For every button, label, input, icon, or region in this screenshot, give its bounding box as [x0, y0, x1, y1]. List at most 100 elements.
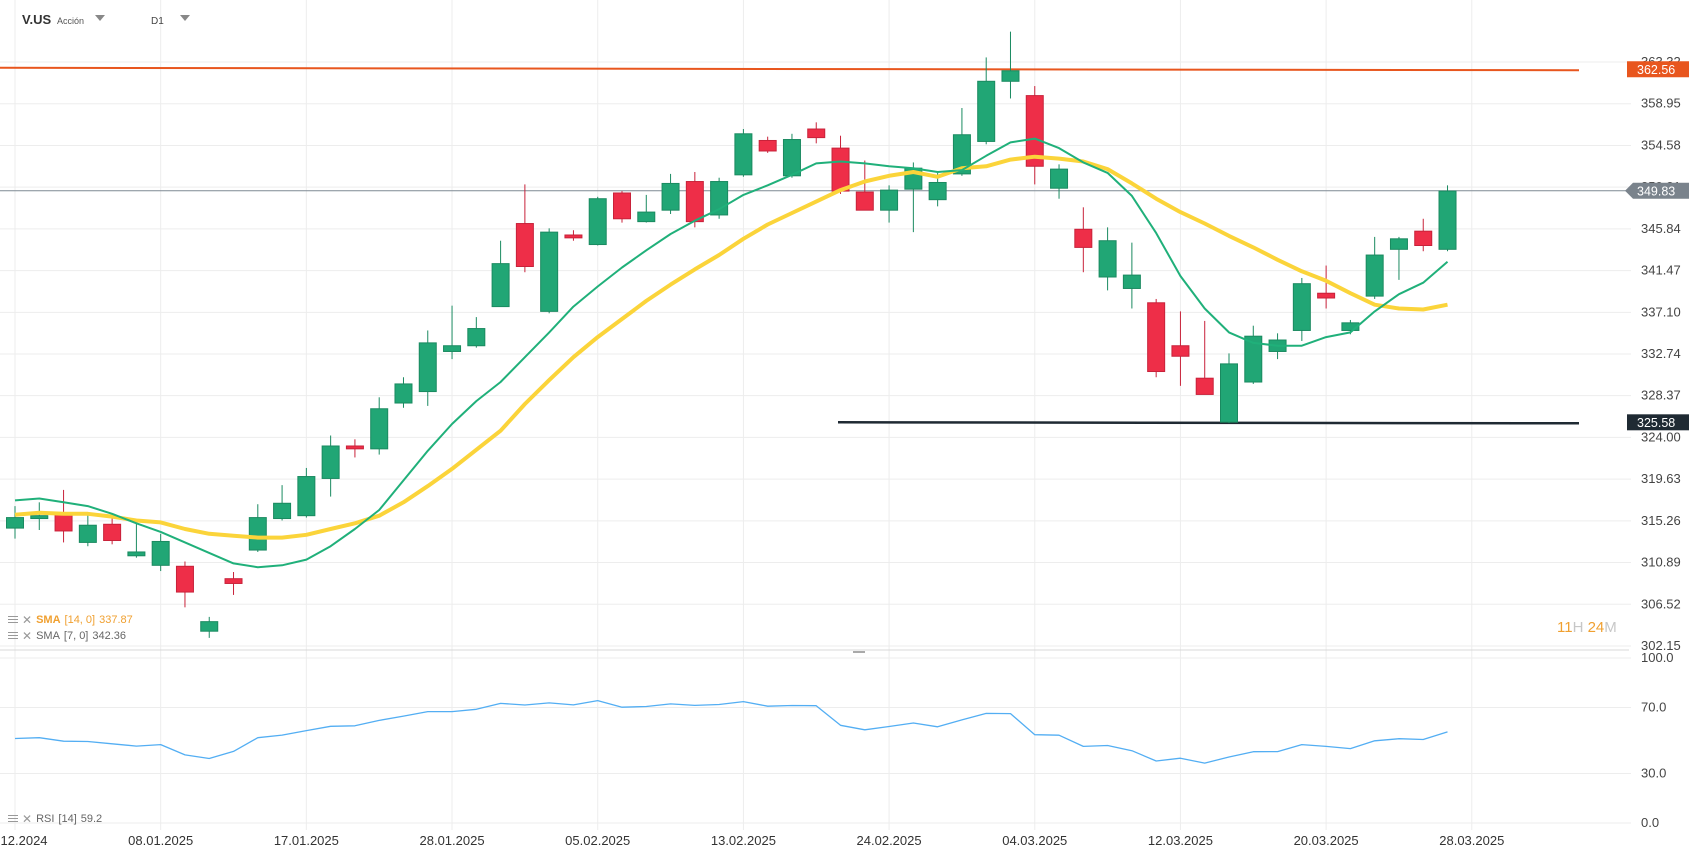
rsi-tick-label: 70.0 [1641, 700, 1666, 715]
candle-bearish [54, 513, 73, 532]
candle-bullish [734, 133, 753, 176]
resistance-line [0, 66, 1580, 72]
sma7-params: [7, 0] [63, 630, 89, 642]
candle-bullish [273, 502, 292, 520]
candle-bearish [1025, 95, 1044, 167]
candle-countdown: 11H 24M [1557, 619, 1617, 636]
date-tick-label: 04.03.2025 [1002, 833, 1067, 848]
candle-bullish [637, 211, 656, 223]
price-tick-label: 315.26 [1641, 513, 1681, 528]
candle-bullish [1098, 240, 1117, 278]
candle-bearish [175, 565, 194, 593]
timer-hours-unit: H [1572, 619, 1584, 636]
support-line [837, 421, 1580, 425]
timeframe-dropdown-icon[interactable] [180, 15, 190, 21]
resistance-price-label-bg [1627, 61, 1689, 78]
timeframe-selector[interactable]: D1 [151, 16, 164, 27]
candle-bearish [685, 181, 704, 223]
candle-bullish [952, 134, 971, 175]
candle-bullish [1365, 254, 1384, 297]
candle-bullish [540, 231, 559, 312]
candle-bearish [758, 139, 777, 152]
legend-close-icon[interactable]: ✕ [22, 812, 33, 826]
support-price-label: 325.58 [1627, 414, 1689, 431]
symbol-dropdown-icon[interactable] [95, 15, 105, 21]
candle-bullish [977, 80, 996, 142]
price-axis: 363.32358.95354.58350.21345.84341.47337.… [1641, 54, 1681, 653]
candle-bullish [880, 189, 899, 211]
candle-bullish [1244, 335, 1263, 383]
legend-sma7[interactable]: ✕ SMA [7, 0] 342.36 [8, 630, 126, 642]
candle-bullish [1389, 238, 1408, 250]
legend-rsi[interactable]: ✕ RSI [14] 59.2 [8, 813, 102, 825]
date-tick-label: 17.01.2025 [274, 833, 339, 848]
candle-bearish [515, 223, 534, 268]
rsi-params: [14] [58, 813, 77, 825]
candle-bearish [345, 445, 364, 450]
candle-bullish [1001, 70, 1020, 82]
date-tick-label: 30.12.2024 [0, 833, 48, 848]
candle-bullish [30, 515, 49, 520]
legend-close-icon[interactable]: ✕ [22, 629, 33, 643]
support-price-label-bg [1627, 414, 1689, 431]
legend-close-icon[interactable]: ✕ [22, 613, 33, 627]
candle-bearish [224, 578, 243, 584]
moving-averages [14, 137, 1449, 569]
candle-bullish [467, 328, 486, 347]
candle-bearish [613, 192, 631, 220]
symbol-title[interactable]: V.US [22, 12, 52, 27]
candle-bullish [321, 445, 340, 479]
rsi-panel [14, 699, 1448, 764]
legend-menu-icon[interactable] [8, 631, 18, 641]
candle-bullish [491, 263, 510, 308]
resistance-price-label: 362.56 [1627, 61, 1689, 78]
candle-bearish [564, 234, 583, 239]
candle-bearish [855, 191, 874, 211]
rsi-label: RSI [36, 813, 55, 825]
level-labels: 362.56 325.58 349.83 [1625, 61, 1689, 431]
legend-menu-icon[interactable] [8, 814, 18, 824]
candle-bullish [1050, 168, 1069, 189]
price-tick-label: 302.15 [1641, 638, 1681, 653]
legend-menu-icon[interactable] [8, 615, 18, 625]
candle-bullish [151, 540, 170, 566]
support-price-label-text: 325.58 [1637, 416, 1675, 430]
candle-bearish [103, 523, 122, 542]
date-tick-label: 28.03.2025 [1439, 833, 1504, 848]
rsi-tick-label: 0.0 [1641, 815, 1659, 830]
sma7-label: SMA [36, 630, 60, 642]
rsi-axis: 100.0 70.0 30.0 0.0 [1641, 650, 1674, 830]
candle-bearish [1414, 230, 1433, 246]
timer-minutes-unit: M [1604, 619, 1617, 636]
date-tick-label: 12.03.2025 [1148, 833, 1213, 848]
candle-bullish [782, 139, 801, 177]
legend-sma14[interactable]: ✕ SMA [14, 0] 337.87 [8, 614, 133, 626]
price-tick-label: 306.52 [1641, 596, 1681, 611]
price-tick-label: 341.47 [1641, 263, 1681, 278]
candle-bullish [78, 524, 97, 543]
last-price-label: 349.83 [1625, 182, 1689, 199]
candles [6, 31, 1457, 638]
price-tick-label: 358.95 [1641, 96, 1681, 111]
date-tick-label: 13.02.2025 [711, 833, 776, 848]
timer-hours: 11 [1557, 619, 1573, 636]
price-tick-label: 354.58 [1641, 137, 1681, 152]
price-tick-label: 345.84 [1641, 221, 1681, 236]
candle-bearish [807, 128, 826, 139]
last-price-label-text: 349.83 [1637, 184, 1675, 198]
date-tick-label: 28.01.2025 [420, 833, 485, 848]
sma14-value: 337.87 [99, 614, 133, 626]
candle-bearish [1147, 302, 1166, 373]
rsi-value: 59.2 [80, 813, 103, 825]
candle-bullish [928, 181, 947, 201]
price-tick-label: 324.00 [1641, 429, 1681, 444]
candle-bullish [588, 198, 607, 246]
date-tick-label: 24.02.2025 [857, 833, 922, 848]
sma14-line [14, 154, 1448, 540]
sma14-params: [14, 0] [64, 614, 96, 626]
candle-bearish [1195, 377, 1214, 395]
price-tick-label: 337.10 [1641, 304, 1681, 319]
candle-bullish [418, 342, 437, 393]
rsi-tick-label: 30.0 [1641, 766, 1666, 781]
